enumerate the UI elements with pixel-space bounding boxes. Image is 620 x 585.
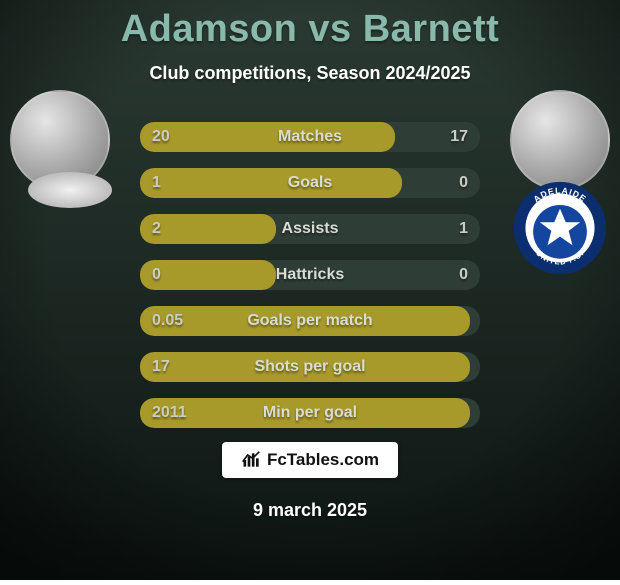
bar-label: Assists: [282, 220, 339, 238]
stat-row: 1 0 Goals: [140, 168, 480, 198]
stat-row: 2011 Min per goal: [140, 398, 480, 428]
bar-value-right: 0: [459, 174, 468, 192]
bar-value-right: 0: [459, 266, 468, 284]
bar-label: Goals per match: [247, 312, 372, 330]
bar-value-left: 17: [152, 358, 170, 376]
stat-row: 20 17 Matches: [140, 122, 480, 152]
watermark-text: FcTables.com: [267, 450, 379, 470]
player-photo-right: [510, 90, 610, 190]
date-label: 9 march 2025: [253, 500, 367, 521]
stat-row: 17 Shots per goal: [140, 352, 480, 382]
subtitle: Club competitions, Season 2024/2025: [0, 63, 620, 84]
bar-label: Hattricks: [276, 266, 344, 284]
bar-value-right: 17: [450, 128, 468, 146]
bar-fill: [140, 122, 395, 152]
bar-value-left: 0: [152, 266, 161, 284]
stat-row: 2 1 Assists: [140, 214, 480, 244]
club-badge-left: [28, 172, 112, 208]
stat-bars: 20 17 Matches 1 0 Goals 2 1 Assists 0 0 Hattricks 0.…: [140, 122, 480, 444]
stat-row: 0.05 Goals per match: [140, 306, 480, 336]
bar-label: Matches: [278, 128, 342, 146]
stat-row: 0 0 Hattricks: [140, 260, 480, 290]
page-title: Adamson vs Barnett: [0, 0, 620, 51]
bar-label: Goals: [288, 174, 332, 192]
bar-value-left: 2: [152, 220, 161, 238]
club-badge-right: ADELAIDE UNITED F.C.: [512, 180, 608, 276]
bar-value-left: 1: [152, 174, 161, 192]
bar-value-right: 1: [459, 220, 468, 238]
watermark[interactable]: FcTables.com: [222, 442, 398, 478]
bar-label: Shots per goal: [254, 358, 365, 376]
bar-label: Min per goal: [263, 404, 357, 422]
bar-fill: [140, 168, 402, 198]
bar-value-left: 20: [152, 128, 170, 146]
bar-value-left: 0.05: [152, 312, 183, 330]
bar-chart-icon: [241, 450, 261, 470]
bar-value-left: 2011: [152, 404, 187, 422]
